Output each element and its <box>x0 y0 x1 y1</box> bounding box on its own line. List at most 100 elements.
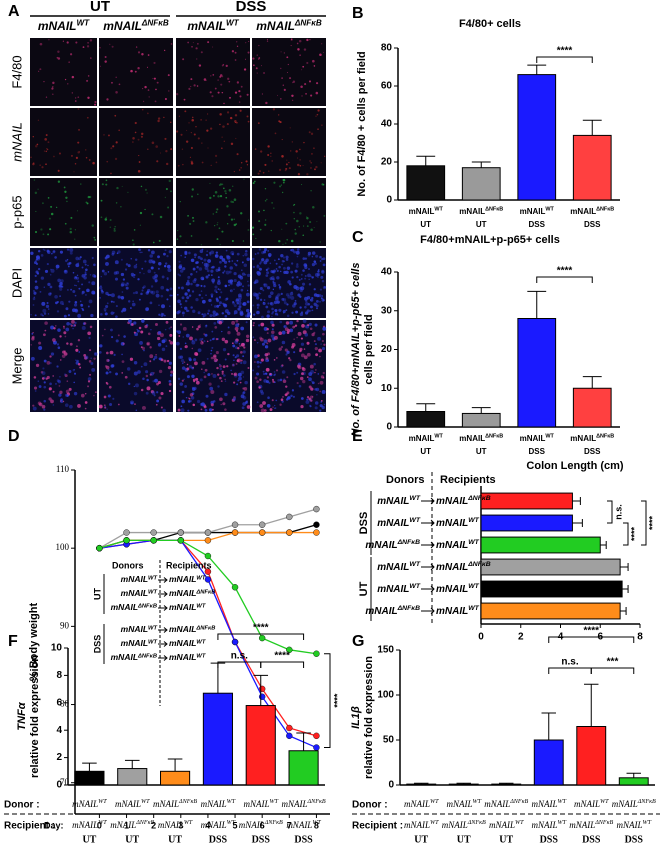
micrograph-dot <box>193 278 197 281</box>
micrograph-dot <box>287 280 291 284</box>
micrograph-dot <box>286 350 290 354</box>
micrograph-dot <box>62 303 64 305</box>
y-tick-label: 40 <box>381 267 393 278</box>
micrograph-dot <box>63 331 67 335</box>
micrograph-dot <box>98 351 102 354</box>
micrograph-dot <box>307 253 311 257</box>
micrograph-dot <box>40 313 43 316</box>
micrograph-dot <box>111 252 115 256</box>
micrograph-dot <box>319 409 322 412</box>
micrograph-dot <box>291 389 295 392</box>
recipient-label-sup: WT <box>468 517 479 524</box>
legend-recipient-sup: WT <box>196 653 205 659</box>
micrograph-dot <box>308 377 312 382</box>
micrograph-dot <box>74 308 78 312</box>
micrograph-dot <box>63 373 67 376</box>
micrograph-dot <box>258 267 262 271</box>
micrograph-dot <box>187 275 191 279</box>
micrograph-dot <box>41 301 46 306</box>
micrograph-dot <box>141 87 144 90</box>
micrograph-dot <box>46 148 49 151</box>
micrograph-dot <box>187 397 190 400</box>
micrograph-dot <box>149 354 154 359</box>
micrograph-dot <box>209 314 213 318</box>
micrograph-dot <box>296 248 300 251</box>
micrograph-dot <box>308 322 312 326</box>
micrograph-dot <box>141 289 144 292</box>
micrograph-dot <box>137 278 140 281</box>
micrograph-dot <box>189 393 194 397</box>
micrograph-dot <box>195 297 199 302</box>
micrograph-dot <box>257 122 260 124</box>
micrograph-dot <box>222 348 227 352</box>
micrograph-dot <box>48 38 50 41</box>
bar <box>480 514 573 532</box>
column-header-base: mNAIL <box>187 19 226 33</box>
micrograph-dot <box>265 367 270 372</box>
micrograph-dot <box>215 312 218 315</box>
micrograph-dot <box>43 408 46 411</box>
legend-recipient-base: mNAIL <box>169 624 196 634</box>
micrograph-dot <box>273 259 276 262</box>
micrograph-dot <box>240 85 243 88</box>
micrograph-dot <box>223 140 225 142</box>
micrograph-dot <box>190 306 193 309</box>
group-label: UT <box>499 834 513 845</box>
x-tick-label: mNAILWT <box>616 820 651 830</box>
micrograph-dot <box>85 268 88 272</box>
micrograph-dot <box>77 313 82 318</box>
significance-label: n.s. <box>613 504 623 520</box>
micrograph-dot <box>61 354 66 358</box>
micrograph-dot <box>201 161 204 164</box>
micrograph-dot <box>298 278 301 281</box>
micrograph-dot <box>258 324 261 327</box>
point <box>313 650 320 657</box>
micrograph-dot <box>242 376 245 378</box>
micrograph-dot <box>253 313 256 316</box>
micrograph-dot <box>302 330 307 335</box>
micrograph-dot <box>81 292 84 295</box>
row-label: Merge <box>9 348 24 385</box>
micrograph-dot <box>263 250 266 254</box>
micrograph-dot <box>258 220 261 223</box>
micrograph-dot <box>252 304 255 307</box>
micrograph-dot <box>201 296 204 300</box>
micrograph-dot <box>75 97 77 99</box>
micrograph-dot <box>185 396 188 399</box>
micrograph-dot <box>289 320 294 325</box>
micrograph-dot <box>234 114 238 117</box>
micrograph-dot <box>305 264 308 267</box>
error-bar <box>582 376 602 389</box>
micrograph-dot <box>183 361 186 364</box>
x-tick-label: mNAILWT <box>158 820 193 830</box>
micrograph-dot <box>84 407 87 410</box>
micrograph-dot <box>298 39 302 43</box>
micrograph-dot <box>223 270 226 272</box>
micrograph-dot <box>30 344 32 346</box>
micrograph-dot <box>292 304 296 308</box>
micrograph-dot <box>147 89 150 91</box>
micrograph-dot <box>299 148 301 151</box>
micrograph-dot <box>63 186 66 189</box>
y-axis-label: IL1β <box>350 706 362 729</box>
micrograph-dot <box>242 255 244 257</box>
micrograph-dot <box>218 304 221 307</box>
micrograph-dot <box>260 322 265 327</box>
micrograph-dot <box>57 346 61 349</box>
micrograph-dot <box>187 41 190 44</box>
micrograph-dot <box>202 315 205 318</box>
micrograph-dot <box>135 383 139 388</box>
micrograph-dot <box>243 387 248 391</box>
micrograph-dot <box>313 288 316 291</box>
micrograph-dot <box>236 81 240 84</box>
micrograph-dot <box>67 265 70 268</box>
micrograph-dot <box>266 342 269 345</box>
micrograph-dot <box>200 408 203 411</box>
micrograph-dot <box>142 377 145 381</box>
micrograph-dot <box>201 248 204 251</box>
micrograph-dot <box>242 391 246 394</box>
micrograph-dot <box>37 188 39 190</box>
micrograph-dot <box>154 355 158 360</box>
micrograph-dot <box>50 325 55 330</box>
micrograph-dot <box>149 346 152 349</box>
